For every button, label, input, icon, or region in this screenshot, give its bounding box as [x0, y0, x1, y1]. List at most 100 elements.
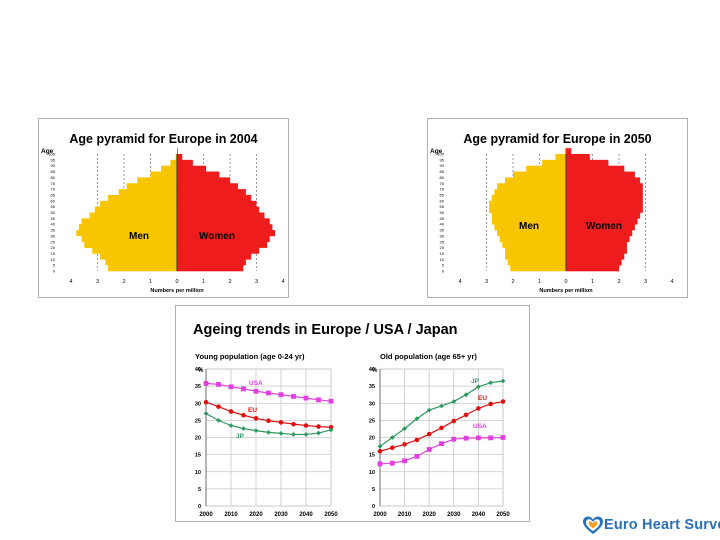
women-bar	[177, 194, 252, 202]
x-tick-label: 2030	[274, 512, 288, 518]
y-tick-label: 10	[195, 470, 201, 476]
women-label: Women	[199, 231, 235, 242]
pyramid-2050-chart: Age0510152025303540455055606570758085909…	[430, 148, 674, 294]
x-axis-label: Numbers per million	[150, 288, 204, 294]
women-bar	[177, 165, 207, 172]
eu-point	[266, 418, 271, 424]
usa-point	[414, 453, 420, 459]
x-tick-label: 3	[96, 279, 99, 285]
usa-point	[389, 460, 395, 466]
men-bar	[505, 177, 566, 184]
usa-point	[253, 388, 259, 394]
women-bar	[566, 159, 609, 166]
men-label: Men	[129, 231, 149, 242]
women-bar	[177, 206, 260, 213]
age-tick-label: 10	[440, 257, 445, 262]
usa-point	[291, 394, 296, 399]
eu-point	[316, 424, 321, 429]
y-axis-label: %	[198, 368, 204, 374]
y-tick-label: 40	[195, 367, 201, 373]
men-bar	[494, 189, 566, 196]
eu-point	[451, 418, 457, 424]
age-tick-label: 95	[51, 157, 56, 162]
y-tick-label: 30	[369, 401, 375, 407]
men-bar	[89, 212, 177, 219]
age-tick-label: 25	[51, 239, 56, 244]
women-bar	[566, 171, 635, 178]
men-bar	[489, 200, 566, 207]
women-bar	[177, 235, 270, 243]
men-bar	[81, 218, 177, 225]
x-tick-label: 3	[255, 279, 258, 285]
men-bar	[76, 230, 177, 237]
men-bar	[94, 206, 177, 213]
women-bar	[566, 241, 627, 248]
age-tick-label: 100	[437, 152, 444, 157]
men-bar	[510, 265, 566, 272]
jp-point	[203, 411, 209, 416]
x-tick-label: 2000	[199, 512, 213, 518]
age-tick-label: 0	[442, 269, 445, 274]
x-tick-label: 2040	[472, 512, 486, 518]
men-bar	[150, 171, 177, 178]
men-bar	[161, 165, 177, 172]
eu-point	[328, 424, 334, 430]
women-bar	[566, 194, 643, 202]
usa-point	[402, 458, 407, 464]
x-tick-label: 3	[485, 279, 488, 285]
trends-title: Ageing trends in Europe / USA / Japan	[193, 322, 458, 338]
jp-point	[488, 380, 494, 386]
eu-point	[463, 412, 469, 418]
age-tick-label: 50	[440, 210, 445, 215]
y-tick-label: 35	[195, 384, 201, 390]
age-tick-label: 75	[440, 181, 445, 186]
jp-point	[500, 378, 506, 384]
age-tick-label: 5	[442, 263, 445, 268]
age-tick-label: 0	[53, 269, 56, 274]
men-bar	[170, 159, 178, 166]
men-bar	[126, 183, 177, 190]
age-tick-label: 60	[51, 198, 56, 203]
x-tick-label: 1	[538, 279, 541, 285]
usa-point	[488, 435, 494, 441]
x-tick-label: 0	[175, 279, 178, 285]
age-tick-label: 15	[440, 251, 445, 256]
men-bar	[491, 212, 566, 219]
jp-point	[377, 444, 383, 449]
men-bar	[507, 259, 566, 266]
pyramid-2050-title: Age pyramid for Europe in 2050	[463, 132, 652, 146]
men-bar	[137, 177, 177, 184]
women-bar	[566, 235, 630, 243]
women-bar	[177, 159, 193, 166]
women-bar	[566, 165, 625, 172]
jp-point	[328, 427, 334, 433]
women-bar	[566, 224, 635, 231]
men-bar	[505, 247, 566, 254]
age-tick-label: 100	[48, 152, 55, 157]
usa-series-label: USA	[249, 380, 263, 387]
age-tick-label: 95	[440, 157, 445, 162]
usa-point	[426, 447, 432, 452]
x-tick-label: 1	[591, 279, 594, 285]
women-bar	[177, 230, 276, 237]
usa-point	[451, 436, 457, 442]
men-bar	[555, 154, 566, 161]
x-tick-label: 4	[69, 279, 72, 285]
eu-point	[377, 448, 383, 454]
age-tick-label: 40	[440, 222, 445, 227]
jp-series-line	[379, 380, 504, 447]
usa-point	[463, 435, 469, 441]
women-bar	[177, 183, 238, 190]
age-tick-label: 65	[440, 192, 445, 197]
eu-point	[278, 420, 284, 425]
y-tick-label: 0	[372, 504, 375, 510]
y-tick-label: 0	[198, 504, 201, 510]
eu-point	[439, 425, 444, 431]
x-tick-label: 3	[644, 279, 647, 285]
women-bar	[177, 200, 257, 207]
usa-point	[476, 435, 481, 441]
old-subtitle: Old population (age 65+ yr)	[380, 352, 477, 361]
eu-point	[216, 404, 221, 409]
women-bar	[566, 247, 627, 254]
usa-point	[328, 398, 334, 404]
